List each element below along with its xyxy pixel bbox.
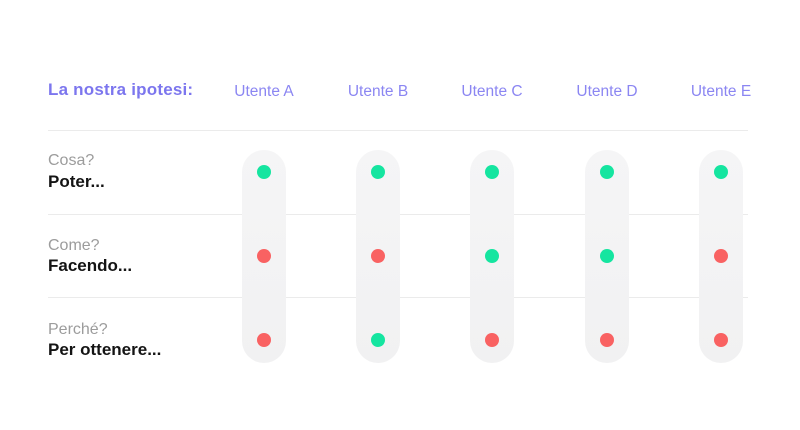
user-column-pill-utente-d (585, 150, 629, 363)
status-dot[interactable] (485, 165, 499, 179)
user-column-pill-utente-c (470, 150, 514, 363)
column-header-utente-a: Utente A (234, 83, 294, 100)
status-dot[interactable] (485, 333, 499, 347)
status-dot[interactable] (714, 165, 728, 179)
user-column-pill-utente-a (242, 150, 286, 363)
user-column-pill-utente-e (699, 150, 743, 363)
status-dot[interactable] (600, 165, 614, 179)
status-dot[interactable] (485, 249, 499, 263)
status-dot[interactable] (600, 249, 614, 263)
status-dot[interactable] (257, 333, 271, 347)
row-question-perche: Perché? (48, 321, 108, 338)
row-question-come: Come? (48, 237, 100, 254)
status-dot[interactable] (257, 249, 271, 263)
row-hypothesis-perche: Per ottenere... (48, 340, 162, 359)
column-header-utente-d: Utente D (576, 83, 638, 100)
row-hypothesis-come: Facendo... (48, 256, 133, 275)
hypothesis-label: La nostra ipotesi: (48, 80, 194, 99)
row-hypothesis-cosa: Poter... (48, 172, 105, 191)
row-divider (48, 130, 748, 131)
status-dot[interactable] (257, 165, 271, 179)
status-dot[interactable] (371, 165, 385, 179)
status-dot[interactable] (714, 249, 728, 263)
column-header-utente-e: Utente E (690, 83, 752, 100)
status-dot[interactable] (371, 249, 385, 263)
row-question-cosa: Cosa? (48, 152, 95, 169)
status-dot[interactable] (714, 333, 728, 347)
column-header-utente-b: Utente B (347, 83, 409, 100)
status-dot[interactable] (371, 333, 385, 347)
status-dot[interactable] (600, 333, 614, 347)
column-header-utente-c: Utente C (461, 83, 523, 100)
user-column-pill-utente-b (356, 150, 400, 363)
